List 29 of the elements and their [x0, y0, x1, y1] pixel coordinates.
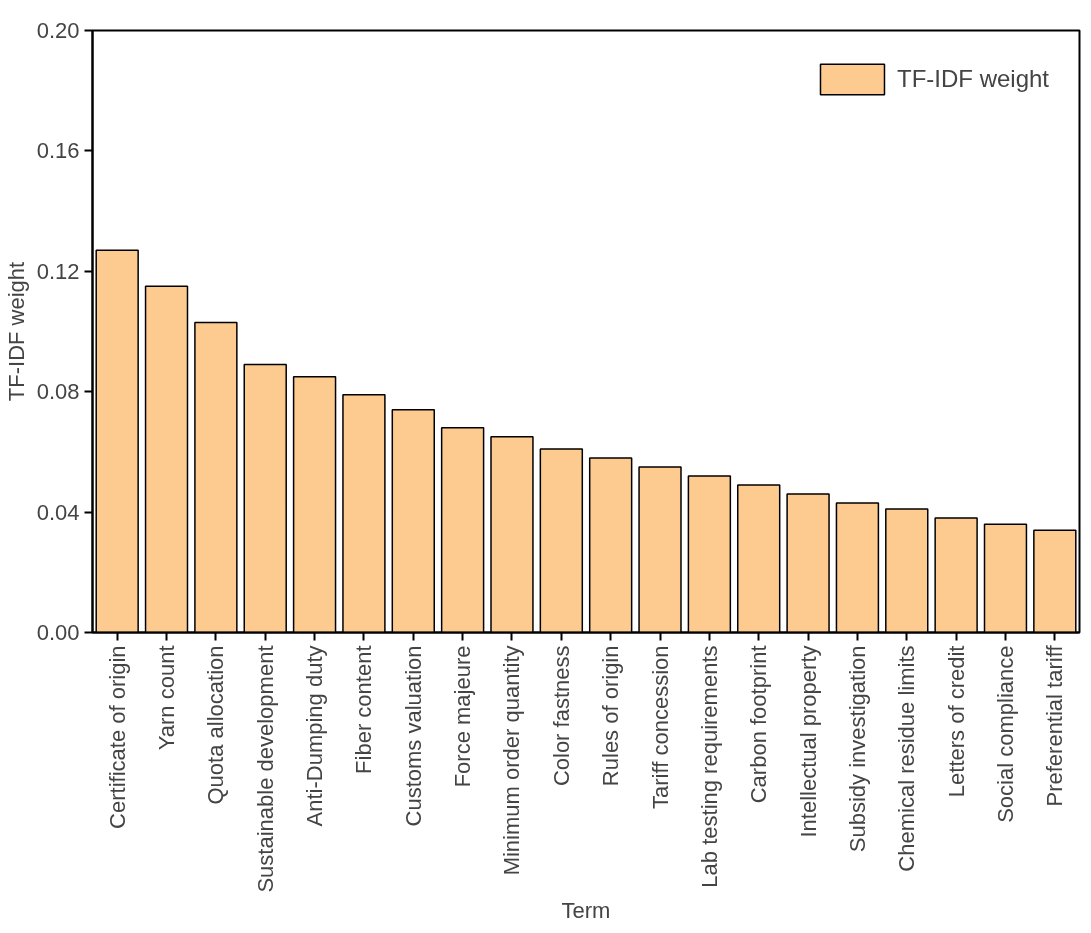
- x-tick-label: Certificate of origin: [104, 645, 130, 829]
- x-tick-label: Rules of origin: [598, 645, 624, 787]
- x-tick-label: Social compliance: [992, 645, 1018, 823]
- x-tick-label: Preferential tariff: [1042, 644, 1068, 807]
- y-tick-label: 0.20: [36, 18, 80, 43]
- x-tick-label: Anti-Dumping duty: [302, 645, 328, 827]
- y-axis-title: TF-IDF weight: [3, 261, 29, 402]
- x-tick-label: Subsidy investigation: [844, 645, 870, 853]
- y-tick-label: 0.04: [36, 499, 80, 525]
- y-tick-label: 0.08: [36, 379, 80, 405]
- x-tick-label: Tariff concession: [647, 645, 673, 809]
- x-tick-label: Lab testing requirements: [696, 645, 722, 888]
- x-tick-label: Force majeure: [450, 645, 476, 788]
- x-tick-label: Letters of credit: [943, 645, 969, 798]
- x-tick-label: Quota allocation: [203, 645, 229, 805]
- y-tick-label: 0.16: [36, 138, 80, 164]
- y-tick-label: 0.00: [36, 620, 80, 645]
- x-tick-label: Sustainable development: [252, 645, 278, 893]
- x-tick-label: Customs valuation: [400, 645, 426, 827]
- x-tick-label: Carbon footprint: [746, 645, 772, 804]
- x-axis-title: Term: [561, 897, 611, 923]
- x-tick-label: Color fastness: [548, 645, 574, 787]
- x-tick-label: Chemical residue limits: [894, 645, 920, 872]
- x-tick-label: Intellectual property: [795, 645, 821, 838]
- x-tick-label: Fiber content: [351, 645, 377, 774]
- x-tick-label: Yarn count: [154, 645, 180, 751]
- legend-label: TF-IDF weight: [896, 65, 1049, 93]
- y-tick-label: 0.12: [36, 258, 80, 284]
- x-tick-label: Minimum order quantity: [499, 645, 525, 876]
